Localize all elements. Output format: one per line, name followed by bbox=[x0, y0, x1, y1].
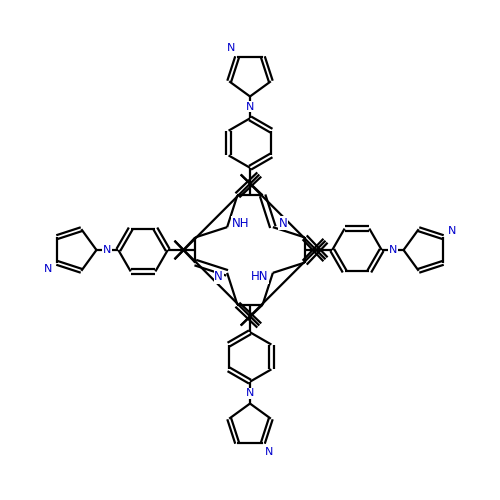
Text: N: N bbox=[102, 245, 111, 255]
Text: N: N bbox=[389, 245, 398, 255]
Text: N: N bbox=[214, 270, 223, 283]
Text: N: N bbox=[448, 226, 456, 236]
Text: N: N bbox=[246, 388, 254, 398]
Text: N: N bbox=[279, 217, 287, 230]
Text: N: N bbox=[265, 446, 273, 456]
Text: N: N bbox=[246, 102, 254, 112]
Text: N: N bbox=[227, 44, 235, 54]
Text: NH: NH bbox=[232, 217, 249, 230]
Text: HN: HN bbox=[251, 270, 268, 283]
Text: N: N bbox=[44, 264, 52, 274]
